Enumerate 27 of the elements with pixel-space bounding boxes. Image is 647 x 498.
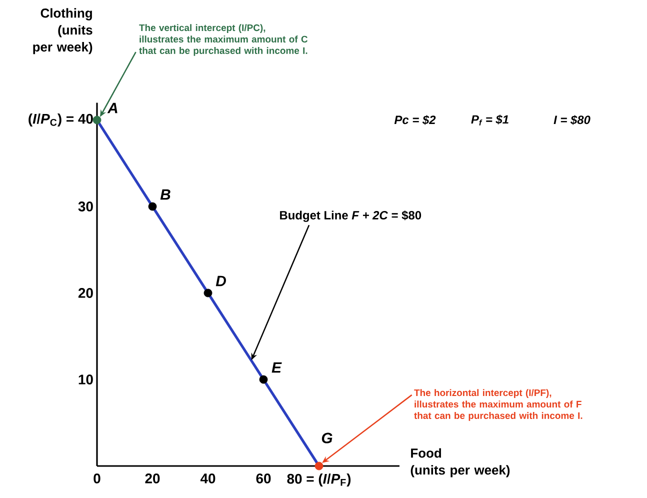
- x-axis-title: Food (units per week): [410, 448, 510, 478]
- point: [92, 116, 102, 124]
- point: [148, 202, 157, 211]
- y-tick-label: (I/P$_{C}$) = 40: [28, 113, 93, 126]
- point: [204, 288, 212, 298]
- text: I = $80: [554, 115, 590, 125]
- annotation: G: [322, 432, 332, 444]
- annotation: A: [107, 102, 118, 114]
- y-axis-title: Clothing (units per week): [33, 8, 92, 54]
- annotation: Budget Line F + 2C = $80: [280, 210, 422, 222]
- x-tick-label: 20: [145, 474, 160, 484]
- y-tick-label: 20: [78, 288, 93, 298]
- annotation: D: [216, 276, 226, 286]
- x-tick-label: 60: [256, 474, 271, 484]
- text: P$_{f}$ = $1: [471, 114, 508, 126]
- annotation: The vertical intercept (I/PC), illustrates the maximum amount of C that can be purchased with income I.: [139, 24, 308, 56]
- x-tick-label: 80 = (I/P$_{F}$): [287, 474, 351, 487]
- annotation: B: [160, 189, 170, 200]
- y-tick-label: 30: [78, 202, 93, 212]
- annotation: Pc = $2: [394, 115, 436, 125]
- point: [259, 375, 268, 384]
- annotation: E: [272, 362, 282, 373]
- annotation: The horizontal intercept (I/PF), illustrates the maximum amount of F that can be purchased with income I.: [414, 389, 582, 421]
- x-tick-label: 0: [94, 474, 100, 484]
- point: [314, 462, 324, 470]
- y-tick-label: 10: [78, 374, 93, 384]
- x-tick-label: 40: [200, 474, 216, 484]
